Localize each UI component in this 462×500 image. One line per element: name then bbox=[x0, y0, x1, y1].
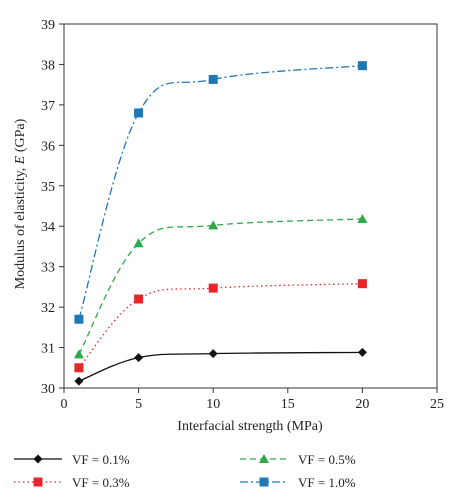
series-line bbox=[78, 351, 363, 382]
plot-border bbox=[63, 23, 438, 389]
data-point bbox=[357, 347, 367, 357]
y-tick-label: 31 bbox=[41, 342, 55, 357]
x-tick-label: 10 bbox=[206, 397, 220, 412]
y-tick-label: 36 bbox=[41, 139, 55, 154]
data-point bbox=[73, 349, 84, 359]
data-point bbox=[74, 314, 84, 324]
legend-entry: VF = 0.1% bbox=[14, 452, 130, 467]
plot-frame bbox=[63, 23, 438, 389]
legend-marker bbox=[33, 454, 43, 464]
legend-label: VF = 0.1% bbox=[72, 452, 130, 467]
legend-entry: VF = 0.5% bbox=[240, 452, 356, 467]
x-tick-label: 0 bbox=[61, 397, 68, 412]
data-point bbox=[208, 283, 218, 293]
x-tick-label: 15 bbox=[281, 397, 295, 412]
series-3 bbox=[74, 61, 367, 324]
data-point bbox=[208, 74, 218, 84]
legend-marker bbox=[259, 477, 269, 487]
y-tick-label: 35 bbox=[41, 180, 55, 195]
data-point bbox=[74, 376, 84, 386]
legend-label: VF = 0.3% bbox=[72, 475, 130, 490]
legend-entry: VF = 1.0% bbox=[240, 475, 356, 490]
data-point bbox=[134, 353, 144, 363]
y-tick-label: 34 bbox=[41, 220, 55, 235]
series-1 bbox=[74, 279, 367, 373]
y-tick-label: 33 bbox=[41, 261, 55, 276]
legend-marker bbox=[33, 477, 43, 487]
x-tick-label: 25 bbox=[430, 397, 444, 412]
data-point bbox=[133, 238, 144, 248]
y-axis-label-symbol: E bbox=[13, 155, 28, 165]
y-tick-label: 38 bbox=[41, 58, 55, 73]
x-axis-ticks: 0 5 10 15 20 25 bbox=[61, 388, 444, 412]
y-tick-label: 32 bbox=[41, 301, 55, 316]
y-tick-label: 30 bbox=[41, 382, 55, 397]
series-2 bbox=[73, 213, 368, 359]
series-line bbox=[78, 283, 363, 369]
data-point bbox=[357, 213, 368, 223]
data-point bbox=[208, 220, 219, 230]
y-axis-label-unit: (GPa) bbox=[13, 118, 28, 155]
data-point bbox=[134, 294, 144, 304]
y-axis-label: Modulus of elasticity, E (GPa) bbox=[13, 118, 28, 289]
legend-label: VF = 0.5% bbox=[298, 452, 356, 467]
data-point bbox=[357, 279, 367, 289]
y-axis-label-prefix: Modulus of elasticity, bbox=[13, 164, 28, 289]
x-tick-label: 20 bbox=[355, 397, 369, 412]
x-tick-label: 5 bbox=[135, 397, 142, 412]
data-point bbox=[74, 363, 84, 373]
y-tick-label: 37 bbox=[41, 99, 55, 114]
data-point bbox=[208, 349, 218, 359]
series-layer bbox=[73, 61, 368, 386]
series-line bbox=[78, 65, 363, 320]
data-point bbox=[134, 108, 144, 118]
legend-label: VF = 1.0% bbox=[298, 475, 356, 490]
series-0 bbox=[74, 347, 367, 386]
legend-entry: VF = 0.3% bbox=[14, 475, 130, 490]
y-tick-label: 39 bbox=[41, 18, 55, 33]
y-axis-ticks: 30 31 32 33 34 35 36 37 38 39 bbox=[41, 18, 64, 397]
legend-marker bbox=[259, 454, 269, 463]
series-line bbox=[78, 218, 363, 355]
x-axis-label: Interfacial strength (MPa) bbox=[177, 419, 323, 434]
legend: VF = 0.1% VF = 0.5% VF = 0.3% VF = 1.0% bbox=[14, 452, 356, 490]
data-point bbox=[357, 61, 367, 71]
